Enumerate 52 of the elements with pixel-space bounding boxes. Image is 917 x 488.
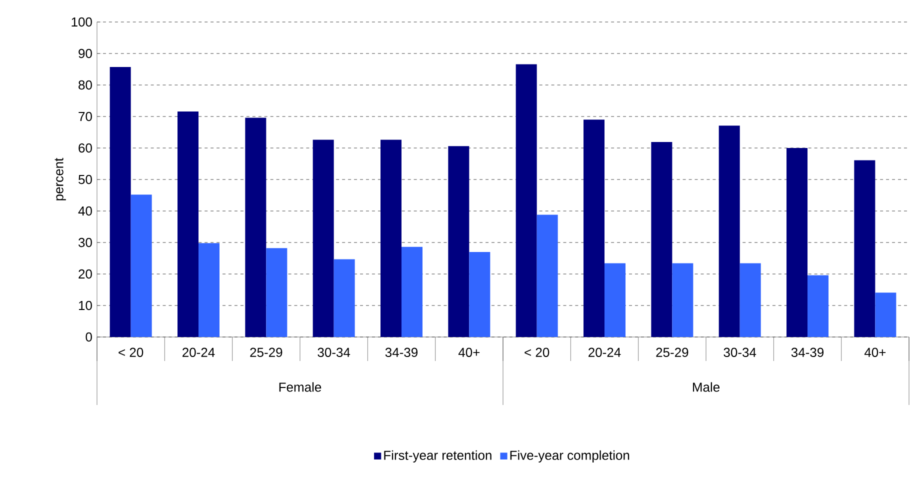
text: Female — [279, 382, 322, 392]
bar — [245, 118, 266, 337]
bar — [516, 64, 537, 337]
y-tick-label: 20 — [78, 269, 92, 279]
y-tick-label: 40 — [78, 206, 92, 216]
x-tick-label: 40+ — [864, 348, 886, 357]
bar — [469, 252, 490, 337]
bar — [718, 126, 740, 337]
legend-label: Five-year completion — [510, 450, 630, 463]
bar — [651, 142, 672, 337]
bar — [672, 263, 694, 337]
bar — [110, 67, 131, 337]
x-tick-label: 20-24 — [182, 348, 215, 357]
legend-label: First-year retention — [384, 450, 492, 463]
y-tick-label: 30 — [78, 238, 92, 248]
y-tick-label: 10 — [78, 300, 92, 310]
x-tick-label: 20-24 — [588, 348, 621, 357]
x-tick-label: 30-34 — [724, 348, 756, 357]
bar — [334, 259, 355, 337]
bar — [198, 243, 220, 337]
bar — [380, 140, 402, 337]
x-tick-label: 40+ — [458, 348, 480, 357]
bar — [536, 214, 558, 337]
y-tick-label: 80 — [78, 80, 92, 90]
bar — [875, 292, 896, 337]
bar — [808, 275, 829, 337]
text: Male — [692, 382, 720, 392]
x-tick-label: 30-34 — [318, 348, 350, 357]
x-tick-label: < 20 — [524, 348, 550, 357]
bar — [584, 120, 605, 337]
x-tick-label: 25-29 — [656, 348, 688, 357]
bar — [448, 146, 470, 337]
bar — [130, 194, 152, 337]
y-axis-title: percent — [54, 158, 66, 200]
bar — [178, 111, 199, 337]
bar — [604, 263, 626, 337]
bar — [312, 140, 334, 337]
bar — [854, 160, 876, 337]
y-tick-label: 70 — [78, 112, 92, 122]
x-tick-label: 34-39 — [791, 348, 824, 357]
bar — [266, 248, 288, 337]
y-tick-label: 90 — [78, 48, 92, 58]
bar — [786, 148, 808, 337]
bar — [740, 263, 761, 337]
x-tick-label: 34-39 — [385, 348, 418, 357]
y-tick-label: 60 — [78, 143, 92, 153]
y-tick-label: 50 — [78, 174, 92, 184]
x-tick-label: 25-29 — [250, 348, 282, 357]
y-tick-label: 100 — [72, 17, 92, 27]
y-tick-label: 0 — [86, 332, 92, 342]
bar — [402, 246, 423, 337]
x-tick-label: < 20 — [118, 348, 144, 357]
